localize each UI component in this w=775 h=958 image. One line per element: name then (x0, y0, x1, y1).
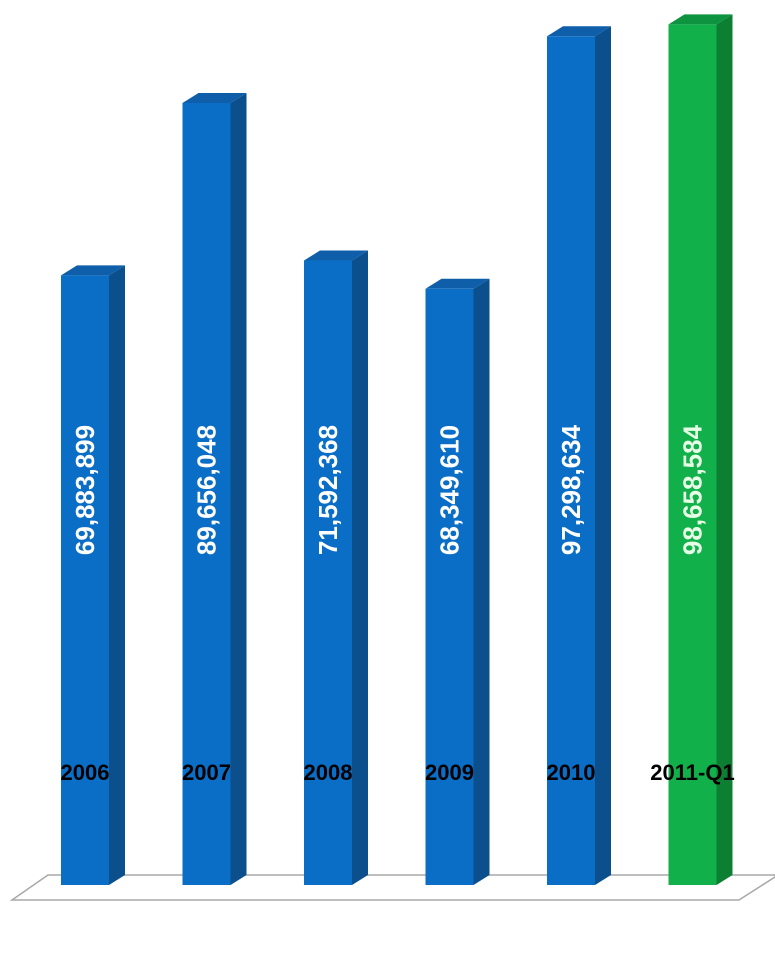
bar-2011-Q1: 98,658,584 (668, 14, 733, 885)
category-label-2010: 2010 (547, 760, 596, 785)
bar-top (668, 14, 733, 25)
bar-front (182, 102, 231, 886)
bar-side (595, 26, 611, 885)
bar-value-label: 98,658,584 (678, 424, 708, 555)
category-label-2007: 2007 (182, 760, 231, 785)
bar-value-label: 89,656,048 (192, 425, 222, 555)
bar-2008: 71,592,368 (304, 250, 368, 885)
bar-front (304, 260, 352, 885)
bar-front (61, 275, 109, 885)
bar-side (230, 92, 247, 886)
category-labels: 2006 2007 2008 2009 2010 2011-Q1 (61, 760, 735, 785)
category-label-2008: 2008 (304, 760, 353, 785)
bar-2006: 69,883,899 (61, 265, 125, 885)
bar-top (182, 92, 247, 103)
bar-value-label: 69,883,899 (70, 425, 100, 555)
bar-2007: 89,656,048 (182, 92, 247, 886)
bar-value-label: 68,349,610 (435, 425, 465, 555)
bars-group: 69,883,899 89,656,048 71,592,368 68,349,610… (61, 14, 733, 886)
bar-2010: 97,298,634 (547, 26, 611, 885)
bar-top (304, 250, 368, 261)
bar-side (716, 14, 733, 885)
category-label-2011-Q1: 2011-Q1 (650, 760, 734, 785)
chart-floor (9, 874, 775, 901)
bar-side (352, 250, 368, 885)
bar-side (473, 278, 490, 886)
bar-top (547, 26, 611, 37)
category-label-2006: 2006 (61, 760, 110, 785)
bar-value-label: 97,298,634 (556, 424, 586, 555)
bar-front (547, 36, 595, 885)
bar-front (425, 288, 474, 886)
bar-top (425, 278, 490, 289)
bar-2009: 68,349,610 (425, 278, 490, 886)
bar-front (668, 24, 717, 885)
bar-top (61, 265, 125, 276)
bar-value-label: 71,592,368 (313, 425, 343, 555)
category-label-2009: 2009 (425, 760, 474, 785)
floor-plane (9, 874, 775, 901)
bar-side (109, 265, 125, 885)
